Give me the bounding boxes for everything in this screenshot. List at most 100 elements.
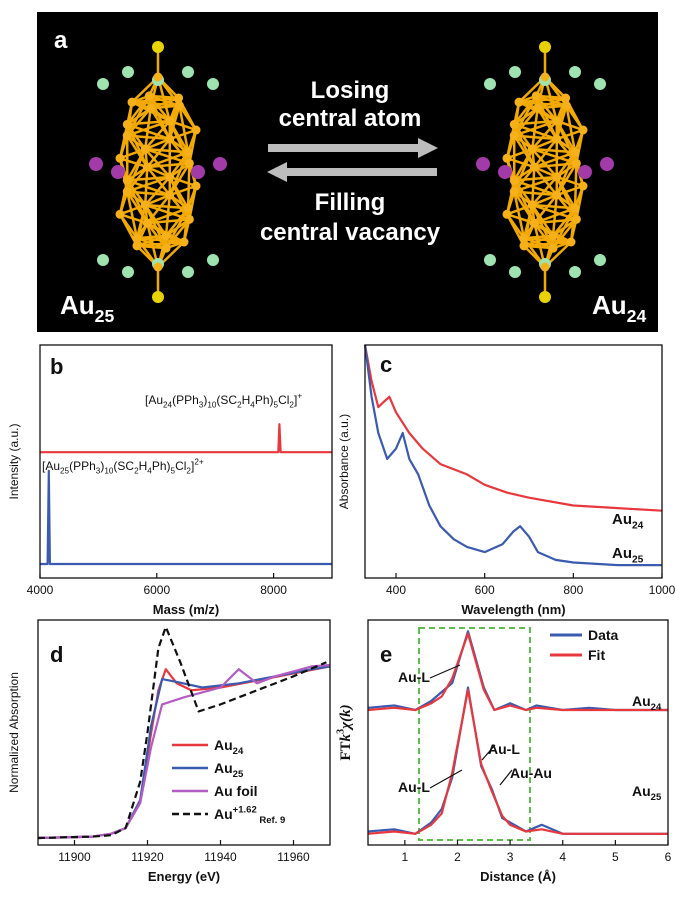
text-part: + [297,392,302,401]
x-tick-label: 400 [386,583,406,597]
atom [185,159,194,168]
annotation: Au-Au [510,765,552,781]
atom [141,201,150,210]
text-part: Au [214,760,233,776]
series-line [40,424,332,452]
x-tick-label: 11960 [277,850,310,864]
atom [165,135,174,144]
series-line [368,690,668,834]
atom [594,254,606,266]
text-part: Au-L [398,779,430,795]
y-axis-label: Absorbance (a.u.) [337,414,351,509]
atom [509,266,521,278]
atom [549,244,558,253]
atom [541,73,550,82]
atom [510,176,519,185]
atom [569,66,581,78]
atom [510,187,519,196]
x-tick-label: 4 [559,850,566,864]
atom [503,210,512,219]
text-part: (PPh [172,393,199,407]
text-part: Cl [278,393,289,407]
legend-label: Au24 [214,737,244,757]
y-axis-label: Normalized Absorption [7,672,21,793]
atom [122,66,134,78]
atom [154,73,163,82]
text-part: Au foil [214,783,258,799]
atom [180,238,189,247]
text-part: Ref. 9 [257,815,286,826]
atom [141,145,150,154]
series-label: Au24 [612,511,644,532]
x-tick-label: 8000 [260,583,287,597]
atom [175,101,184,110]
text-part: 25 [233,769,244,780]
annotation: [Au24(PPh3)10(SC2H4Ph)5Cl2]+ [145,392,302,410]
text-part: Ph) [255,393,274,407]
x-tick-label: 2 [454,850,461,864]
x-tick-label: 11900 [58,850,91,864]
text-part: Au [214,806,233,822]
atom [532,91,541,100]
text-part: H [139,459,148,473]
atom [207,78,219,90]
x-axis-label: Mass (m/z) [153,602,219,617]
text-part: Au-Au [510,765,552,781]
atom [510,120,519,129]
panel-label: b [50,354,63,379]
atom [571,148,580,157]
atom [528,201,537,210]
atom [152,291,164,303]
arrow-text: central atom [279,105,422,132]
atom [162,231,171,240]
text-part: (SC [216,393,237,407]
x-tick-label: 11940 [204,850,237,864]
annotation: [Au25(PPh3)10(SC2H4Ph)5Cl2]2+ [42,458,204,476]
atom [552,191,561,200]
atom [145,91,154,100]
atom [123,176,132,185]
atom [207,254,219,266]
series-label: Au25 [612,545,644,566]
x-axis-label: Distance (Å) [480,869,556,884]
atom [97,78,109,90]
text-part: (SC [113,459,134,473]
text-part: Cl [175,459,186,473]
figure: a Losing central atom Filling central va… [0,0,675,908]
atom [182,66,194,78]
atom [192,126,201,135]
atom [165,116,174,125]
text-part: 24 [651,702,662,713]
text-part: Au [214,737,233,753]
arrow-text: central vacancy [260,219,441,246]
series-line [38,627,326,838]
atom [530,163,539,172]
atom [541,263,550,272]
arrow-text: Filling [315,189,386,216]
panel-label: d [50,642,63,667]
text-part: 24 [233,746,244,757]
x-tick-label: 3 [507,850,514,864]
atom [552,172,561,181]
series-line [40,471,332,564]
atom [111,165,125,179]
atom [123,120,132,129]
text-part: H [242,393,251,407]
atom [123,131,132,140]
atom [579,182,588,191]
atom [192,182,201,191]
annotation: Au-L [398,669,430,685]
text-part: [Au [42,459,60,473]
legend-label: Au25 [214,760,244,780]
text-part: Au [592,290,627,320]
plot-frame [368,620,668,845]
atom [184,148,193,157]
atom [146,104,155,113]
atom [579,126,588,135]
atom [539,291,551,303]
y-axis-label: FTk3χ(k) [335,704,354,760]
atom [533,104,542,113]
atom [569,266,581,278]
text-part: χ(k) [338,704,354,730]
x-tick-label: 800 [563,583,583,597]
